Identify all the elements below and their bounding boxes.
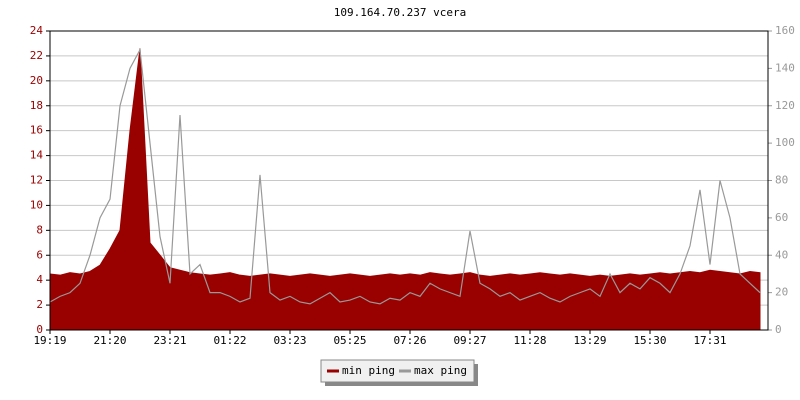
y-tick-label: 24 [30, 24, 44, 37]
line [49, 47, 761, 305]
y-tick-label: 6 [36, 248, 43, 261]
y-tick-label: 22 [30, 49, 43, 62]
x-tick-label: 19:19 [33, 334, 66, 347]
x-tick-label: 23:21 [153, 334, 186, 347]
plot-frame [49, 30, 769, 331]
x-tick-label: 01:22 [213, 334, 246, 347]
x-tick-label: 11:28 [513, 334, 546, 347]
legend-label: min ping [342, 364, 395, 377]
y-tick-label: 20 [30, 74, 43, 87]
y2-tick-label: 140 [775, 61, 795, 74]
y-tick-label: 10 [30, 198, 43, 211]
y-tick-label: 12 [30, 174, 43, 187]
y2-tick-label: 100 [775, 136, 795, 149]
y-tick-label: 0 [36, 323, 43, 336]
x-tick-label: 17:31 [693, 334, 726, 347]
x-tick-label: 09:27 [453, 334, 486, 347]
legend-box [320, 359, 475, 383]
y2-tick-label: 0 [775, 323, 782, 336]
x-tick-label: 05:25 [333, 334, 366, 347]
y2-tick-label: 80 [775, 174, 788, 187]
area [49, 48, 761, 331]
y2-tick-label: 160 [775, 24, 795, 37]
legend-label: max ping [414, 364, 467, 377]
y-tick-label: 16 [30, 124, 43, 137]
y-tick-label: 4 [36, 273, 43, 286]
chart-title: 109.164.70.237 vcera [334, 6, 466, 19]
x-tick-label: 15:30 [633, 334, 666, 347]
y2-tick-label: 20 [775, 286, 788, 299]
y-tick-label: 14 [30, 149, 44, 162]
y-tick-label: 2 [36, 298, 43, 311]
y2-tick-label: 120 [775, 99, 795, 112]
x-tick-label: 03:23 [273, 334, 306, 347]
y2-tick-label: 40 [775, 248, 788, 261]
y-tick-label: 18 [30, 99, 43, 112]
x-tick-label: 07:26 [393, 334, 426, 347]
y-tick-label: 8 [36, 223, 43, 236]
x-tick-label: 13:29 [573, 334, 606, 347]
y2-tick-label: 60 [775, 211, 788, 224]
x-tick-label: 21:20 [93, 334, 126, 347]
